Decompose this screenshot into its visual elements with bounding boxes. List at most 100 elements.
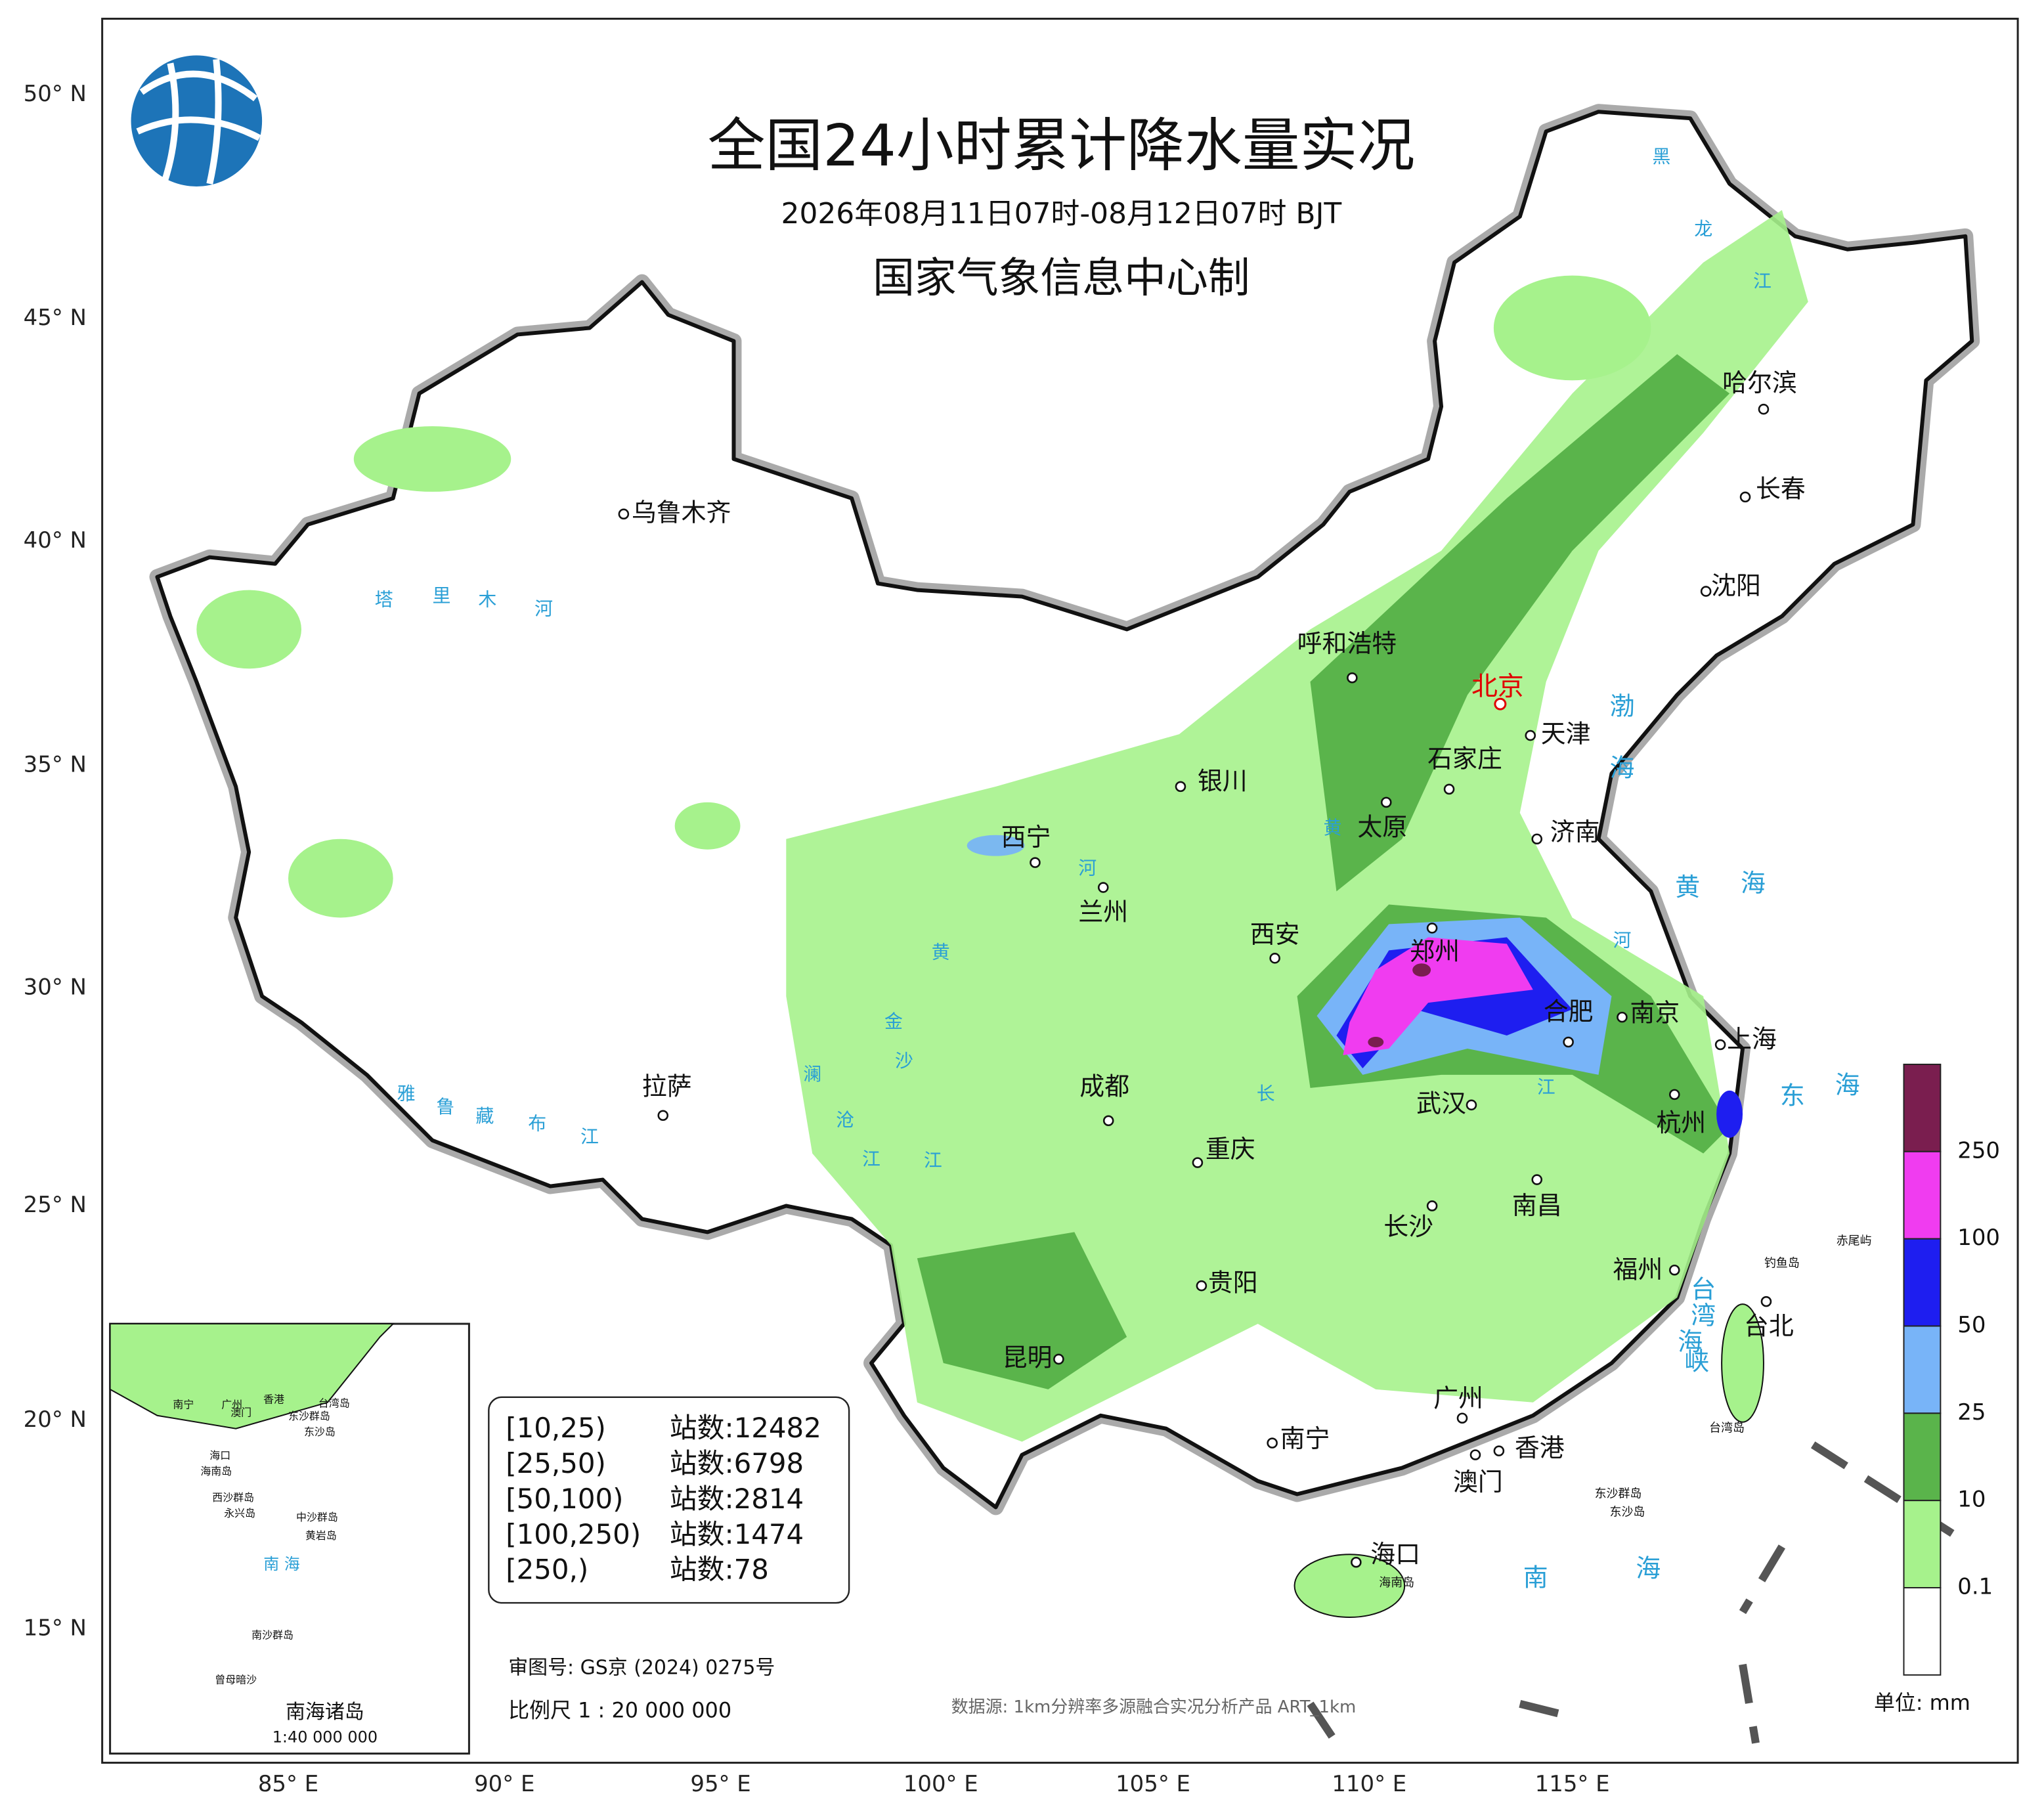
city-label: 武汉 <box>1416 1089 1466 1118</box>
sea-label: 渤海 <box>1609 692 1634 783</box>
river-label-char: 沙 <box>895 1050 913 1072</box>
city-dot <box>1267 1437 1278 1449</box>
sea-label-char: 海 <box>1609 753 1634 782</box>
river-label-char: 河 <box>1078 858 1097 879</box>
city-dot <box>1563 1036 1574 1048</box>
station-count: 站数:6798 <box>670 1447 804 1479</box>
city-label: 呼和浩特 <box>1297 629 1397 658</box>
river-label-char: 雅 <box>397 1083 416 1104</box>
latitude-label: 40° N <box>24 527 87 553</box>
island-label: 赤尾屿 <box>1837 1234 1872 1248</box>
city-label: 拉萨 <box>642 1072 692 1101</box>
city-dot <box>1760 1296 1772 1307</box>
longitude-label: 105° E <box>1116 1771 1190 1797</box>
river-label: 黄河 <box>932 858 1097 963</box>
city-label: 哈尔滨 <box>1722 368 1797 397</box>
rain-field <box>196 209 1808 1442</box>
longitude-label: 100° E <box>903 1771 978 1797</box>
city-label: 长沙 <box>1383 1212 1433 1241</box>
inset-label: 西沙群岛 <box>212 1491 254 1504</box>
city-label: 太原 <box>1357 812 1407 841</box>
city-dot <box>1456 1412 1468 1424</box>
river-label-char: 塔 <box>375 589 393 611</box>
city-dot <box>1668 1264 1680 1276</box>
inset-label: 台湾岛 <box>318 1397 350 1409</box>
city-dot <box>657 1110 669 1122</box>
river-label: 澜沧江 <box>803 1063 881 1170</box>
legend-unit: 单位: mm <box>1874 1690 1970 1715</box>
river-label: 长江 <box>1257 1076 1555 1104</box>
longitude-label: 95° E <box>690 1771 750 1797</box>
city-dot <box>1053 1353 1064 1365</box>
city-dot <box>1739 491 1751 503</box>
legend-swatch <box>1903 1500 1942 1589</box>
precip-range: [250,) <box>506 1554 588 1586</box>
city-dot <box>1196 1280 1207 1292</box>
inset-label: 黄岩岛 <box>305 1529 337 1542</box>
sea-label: 东海 <box>1780 1070 1860 1110</box>
inset-label: 海南岛 <box>200 1465 232 1477</box>
city-label: 贵阳 <box>1208 1269 1258 1297</box>
island-label: 东沙岛 <box>1610 1505 1645 1519</box>
longitude-label: 115° E <box>1535 1771 1610 1797</box>
rain-light <box>353 426 511 492</box>
city-label: 福州 <box>1613 1255 1663 1284</box>
inset-label: 广州 <box>221 1398 242 1410</box>
latitude-label: 15° N <box>24 1615 87 1641</box>
city-label: 西安 <box>1250 920 1300 949</box>
rain-light <box>1493 275 1651 381</box>
river-label-char: 江 <box>580 1126 599 1148</box>
sea-label-char: 峡 <box>1684 1347 1709 1376</box>
river-label-char: 木 <box>478 589 496 611</box>
city-label: 广州 <box>1433 1384 1483 1412</box>
river-label-char: 里 <box>433 585 451 607</box>
legend-label: 25 <box>1957 1399 1986 1425</box>
city-dot <box>1758 403 1770 415</box>
sea-label-char: 海 <box>1636 1554 1661 1583</box>
river-label-char: 黑 <box>1652 146 1670 167</box>
sea-label-char: 海 <box>1741 869 1766 898</box>
inset-label: 海口 <box>209 1449 230 1462</box>
sea-label-char: 台 <box>1691 1275 1716 1304</box>
city-dot <box>1617 1011 1628 1023</box>
maritime-boundary <box>1307 1438 1955 1745</box>
legend-swatch <box>1903 1063 1942 1152</box>
river-label-char: 鲁 <box>437 1096 455 1118</box>
inset-label: 香港 <box>263 1393 284 1405</box>
city-label: 香港 <box>1515 1433 1565 1462</box>
inset-label: 澳门 <box>230 1406 251 1418</box>
river-label-char: 黄 <box>932 941 950 963</box>
logo <box>131 55 263 186</box>
rain-max <box>1412 963 1431 977</box>
river-label-char: 澜 <box>803 1063 821 1085</box>
inset-land <box>109 1323 395 1429</box>
river-label-char: 长 <box>1257 1083 1275 1104</box>
city-dot <box>1531 833 1543 845</box>
station-count: 站数:2814 <box>670 1483 804 1515</box>
precip-range: [25,50) <box>506 1447 606 1479</box>
sea-label-char: 海 <box>1678 1327 1703 1356</box>
rain-storm <box>1716 1090 1743 1138</box>
hainan <box>1294 1554 1406 1619</box>
city-label: 南京 <box>1630 999 1680 1028</box>
city-label: 乌鲁木齐 <box>632 498 731 527</box>
city-label: 西宁 <box>1001 823 1051 852</box>
city-dot <box>1097 882 1109 893</box>
river-label-char: 江 <box>1753 271 1772 292</box>
city-dot <box>1347 672 1358 684</box>
city-dot <box>1700 586 1712 597</box>
city-label: 郑州 <box>1410 937 1460 966</box>
city-label: 成都 <box>1079 1072 1129 1101</box>
city-dot <box>1426 1200 1438 1211</box>
city-label: 天津 <box>1541 720 1591 749</box>
city-dot <box>1466 1099 1477 1111</box>
river-label: 黄河 <box>1323 817 1631 951</box>
logo-lines <box>136 58 261 185</box>
city-label: 合肥 <box>1544 997 1594 1026</box>
latitude-label: 45° N <box>24 305 87 330</box>
city-dot <box>1525 730 1536 741</box>
legend-label: 250 <box>1957 1137 2000 1163</box>
legend-swatch <box>1903 1150 1942 1240</box>
legend-label: 10 <box>1957 1487 1986 1512</box>
